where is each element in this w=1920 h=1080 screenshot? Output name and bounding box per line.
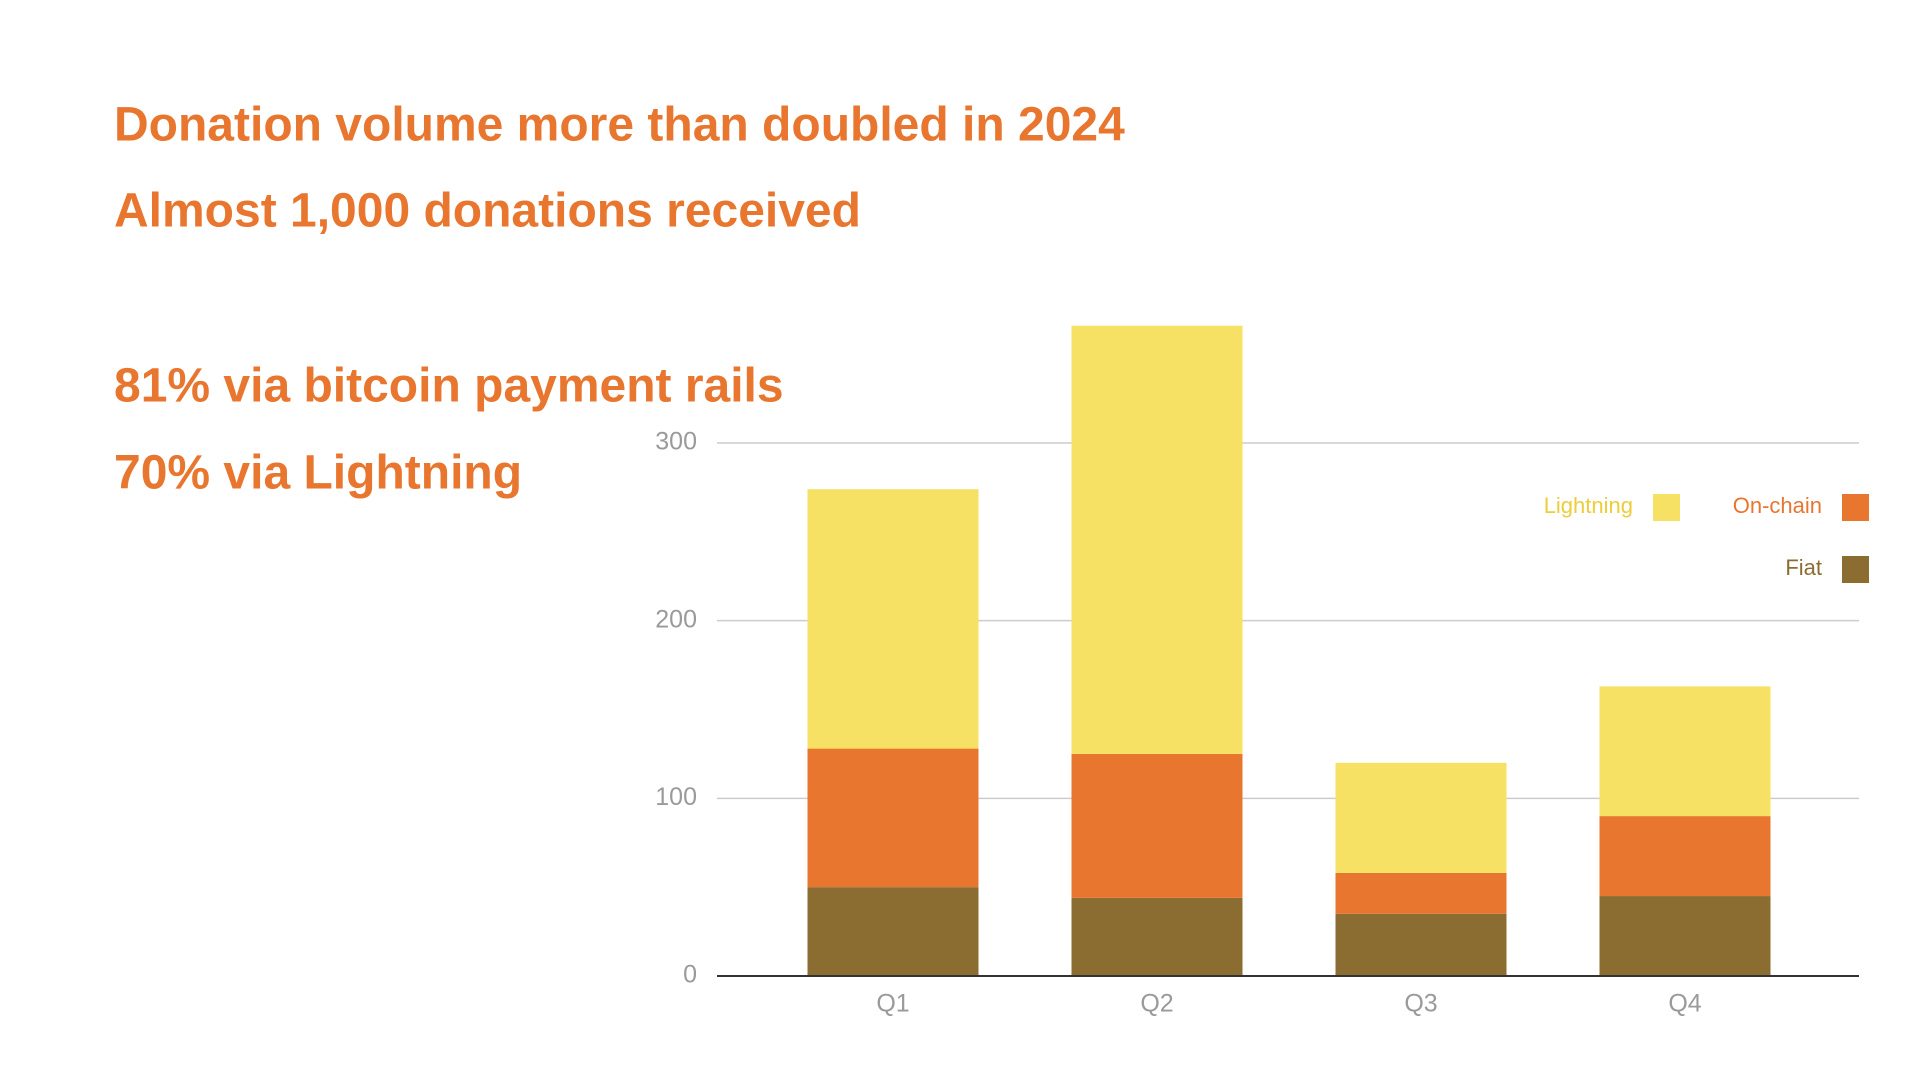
bar-segment [807,887,979,976]
bar-segment [1071,325,1243,754]
headline: 70% via Lightning [114,447,522,500]
legend-label: Fiat [1785,555,1822,580]
bar-segment [1071,897,1243,976]
bar-segment [1599,816,1771,897]
x-tick-label: Q4 [1668,990,1701,1018]
legend-swatch [1842,494,1869,521]
x-tick-label: Q2 [1140,990,1173,1018]
y-tick-label: 300 [655,428,697,456]
bar-segment [807,748,979,888]
legend-label: Lightning [1544,493,1633,518]
headline: Donation volume more than doubled in 202… [114,99,1125,152]
x-tick-label: Q1 [876,990,909,1018]
headline: 81% via bitcoin payment rails [114,360,784,413]
bar-segment [1071,753,1243,898]
bar-segment [1335,872,1507,914]
bar-segment [1335,762,1507,873]
bar-segment [807,489,979,749]
legend-label: On-chain [1733,493,1822,518]
y-tick-label: 100 [655,783,697,811]
legend-swatch [1842,556,1869,583]
headline: Almost 1,000 donations received [114,185,861,238]
x-tick-label: Q3 [1404,990,1437,1018]
y-tick-label: 0 [683,961,697,989]
bar-segment [1599,686,1771,817]
bar-segment [1335,913,1507,976]
y-tick-label: 200 [655,605,697,633]
legend-swatch [1653,494,1680,521]
bar-segment [1599,896,1771,976]
